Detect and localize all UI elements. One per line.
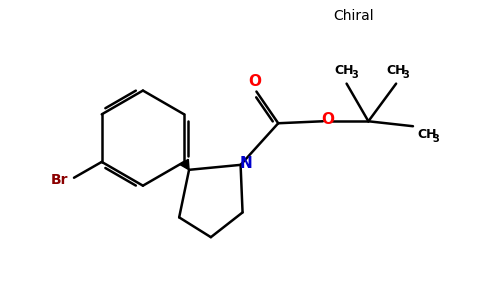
Text: O: O (321, 112, 334, 127)
Text: N: N (239, 156, 252, 171)
Text: CH: CH (386, 64, 406, 77)
Text: 3: 3 (403, 70, 409, 80)
Text: CH: CH (335, 64, 354, 77)
Text: 3: 3 (433, 134, 439, 144)
Text: 3: 3 (351, 70, 358, 80)
Text: Chiral: Chiral (333, 9, 374, 23)
Text: O: O (248, 74, 261, 89)
Polygon shape (180, 159, 189, 170)
Text: Br: Br (50, 173, 68, 187)
Text: CH: CH (417, 128, 437, 141)
